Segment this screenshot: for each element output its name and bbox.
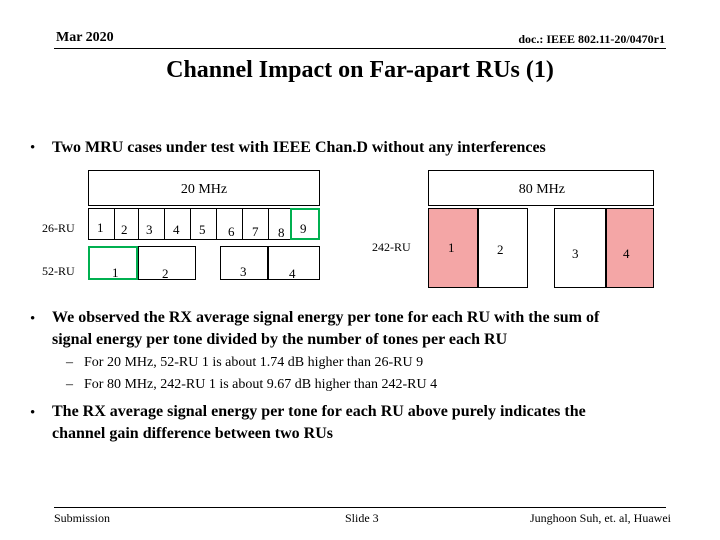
- footer-submission: Submission: [54, 511, 111, 525]
- ru26-divider: [190, 208, 191, 240]
- ru26-num: 4: [173, 222, 180, 237]
- footer-rule: [54, 507, 666, 508]
- ru242-num: 3: [572, 246, 579, 261]
- ru242-4-highlight: [606, 208, 654, 288]
- ru26-num: 1: [97, 220, 104, 235]
- bullet-text-3a: The RX average signal energy per tone fo…: [52, 403, 586, 420]
- sub-dash: –: [66, 355, 73, 370]
- ru26-num: 3: [146, 222, 153, 237]
- ru52-num: 1: [112, 265, 119, 280]
- header-doc: doc.: IEEE 802.11-20/0470r1: [518, 32, 665, 46]
- ru52-num: 2: [162, 266, 169, 281]
- ru52-4-box: [268, 246, 320, 280]
- ru26-num: 6: [228, 224, 235, 239]
- ru26-divider: [268, 208, 269, 240]
- bullet-dot: •: [30, 140, 36, 156]
- row-52ru-label: 52-RU: [42, 264, 75, 278]
- ru52-num: 3: [240, 264, 247, 279]
- ru26-num: 2: [121, 222, 128, 237]
- ru242-2-box: [478, 208, 528, 288]
- ru242-num: 2: [497, 242, 504, 257]
- ru26-divider: [114, 208, 115, 240]
- ru242-num: 1: [448, 240, 455, 255]
- bullet-dot: •: [30, 405, 36, 421]
- ru52-1-highlight: [88, 246, 138, 280]
- bw-80mhz-label: 80 MHz: [518, 182, 565, 197]
- ru26-num: 5: [199, 222, 206, 237]
- bw-20mhz-label: 20 MHz: [180, 182, 228, 197]
- bullet-text-2a: We observed the RX average signal energy…: [52, 309, 600, 326]
- row-26ru-label: 26-RU: [42, 221, 75, 235]
- ru26-divider: [164, 208, 165, 240]
- sub-dash: –: [66, 377, 73, 392]
- sub-bullet-2: For 80 MHz, 242-RU 1 is about 9.67 dB hi…: [84, 377, 438, 392]
- bullet-dot: •: [30, 311, 36, 327]
- bullet-text-2b: signal energy per tone divided by the nu…: [52, 331, 508, 348]
- ru242-num: 4: [623, 246, 630, 261]
- footer-slide-number: Slide 3: [345, 511, 379, 525]
- row-242ru-label: 242-RU: [372, 240, 411, 254]
- ru26-divider: [138, 208, 139, 240]
- ru26-divider: [216, 208, 217, 240]
- ru52-2-box: [138, 246, 196, 280]
- ru26-divider: [242, 208, 243, 240]
- slide-title: Channel Impact on Far-apart RUs (1): [166, 57, 554, 83]
- ru242-3-box: [554, 208, 606, 288]
- bw-80mhz-box: 80 MHz: [428, 170, 654, 206]
- ru52-3-box: [220, 246, 268, 280]
- header-date: Mar 2020: [56, 30, 114, 45]
- ru26-num: 9: [300, 221, 307, 236]
- bw-20mhz-box: 20 MHz: [88, 170, 320, 206]
- sub-bullet-1: For 20 MHz, 52-RU 1 is about 1.74 dB hig…: [84, 355, 424, 370]
- ru26-9-highlight: [290, 208, 320, 240]
- ru26-num: 7: [252, 224, 259, 239]
- header-rule: [54, 48, 666, 49]
- ru26-num: 8: [278, 225, 285, 240]
- ru52-num: 4: [289, 266, 296, 281]
- ru242-1-highlight: [428, 208, 478, 288]
- footer-author: Junghoon Suh, et. al, Huawei: [530, 511, 671, 525]
- bullet-text-3b: channel gain difference between two RUs: [52, 425, 334, 442]
- bullet-text-1: Two MRU cases under test with IEEE Chan.…: [52, 139, 546, 156]
